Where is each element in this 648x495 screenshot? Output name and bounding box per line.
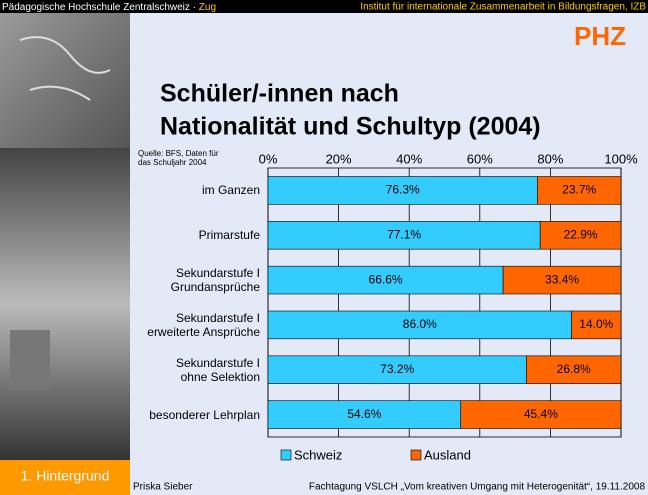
x-tick-label: 80%	[537, 151, 563, 166]
value-label: 86.0%	[403, 317, 437, 331]
value-label: 14.0%	[579, 317, 613, 331]
value-label: 66.6%	[369, 272, 403, 286]
institution: Pädagogische Hochschule Zentralschweiz ·	[2, 2, 199, 13]
y-tick-label: Primarstufe	[198, 228, 260, 243]
photo-map	[0, 13, 130, 148]
bar-segment	[267, 400, 462, 429]
bar-segment	[267, 221, 541, 250]
bar-segment	[526, 355, 622, 384]
y-tick-label: im Ganzen	[201, 183, 260, 198]
bar-segment	[267, 310, 572, 340]
y-tick-label: Sekundarstufe I erweiterte Ansprüche	[147, 310, 260, 339]
location: Zug	[199, 2, 216, 13]
bar-segment	[267, 176, 538, 205]
x-tick-label: 100%	[604, 151, 638, 166]
value-label: 22.9%	[564, 227, 598, 241]
value-label: 73.2%	[380, 362, 414, 376]
chart-title: Schüler/-innen nach	[160, 80, 399, 108]
value-label: 54.6%	[347, 407, 381, 421]
photo-detail	[10, 330, 50, 390]
header-bar	[0, 0, 648, 13]
bar-segment	[267, 355, 527, 384]
value-label: 26.8%	[557, 362, 591, 376]
logo: PHZ	[574, 21, 626, 51]
source-note: Quelle: BFS, Daten für das Schuljahr 200…	[138, 149, 219, 167]
value-label: 45.4%	[524, 407, 558, 421]
bar-segment	[460, 400, 622, 429]
bar-segment	[537, 176, 622, 205]
bar-segment	[571, 310, 622, 340]
chart-title-line2: Nationalität und Schultyp (2004)	[160, 113, 541, 141]
x-tick-label: 40%	[396, 151, 422, 166]
header-right: Institut für internationale Zusammenarbe…	[360, 2, 646, 13]
section-label: 1. Hintergrund	[21, 468, 110, 484]
legend-swatch	[410, 449, 422, 461]
y-tick-label: Sekundarstufe I ohne Selektion	[175, 355, 260, 384]
x-tick-label: 20%	[326, 151, 352, 166]
photo-hall	[0, 148, 130, 460]
x-tick-label: 0%	[259, 151, 278, 166]
author: Priska Sieber	[133, 482, 193, 493]
photo-map-lines	[19, 36, 111, 101]
y-tick-label: Sekundarstufe I Grundansprüche	[170, 266, 260, 295]
bar-segment	[539, 221, 622, 250]
section-box	[0, 460, 130, 495]
plot-area	[267, 167, 622, 438]
x-tick-label: 60%	[467, 151, 493, 166]
legend-label: Schweiz	[294, 447, 342, 462]
header-left: Pädagogische Hochschule Zentralschweiz ·…	[2, 2, 216, 13]
legend-swatch	[280, 449, 292, 461]
legend-label: Ausland	[424, 447, 471, 462]
event: Fachtagung VSLCH „Vom kreativen Umgang m…	[309, 482, 646, 493]
value-label: 23.7%	[562, 183, 596, 197]
bar-segment	[502, 265, 622, 295]
value-label: 33.4%	[545, 272, 579, 286]
value-label: 76.3%	[386, 183, 420, 197]
value-label: 77.1%	[387, 227, 421, 241]
y-tick-label: besonderer Lehrplan	[149, 407, 260, 422]
